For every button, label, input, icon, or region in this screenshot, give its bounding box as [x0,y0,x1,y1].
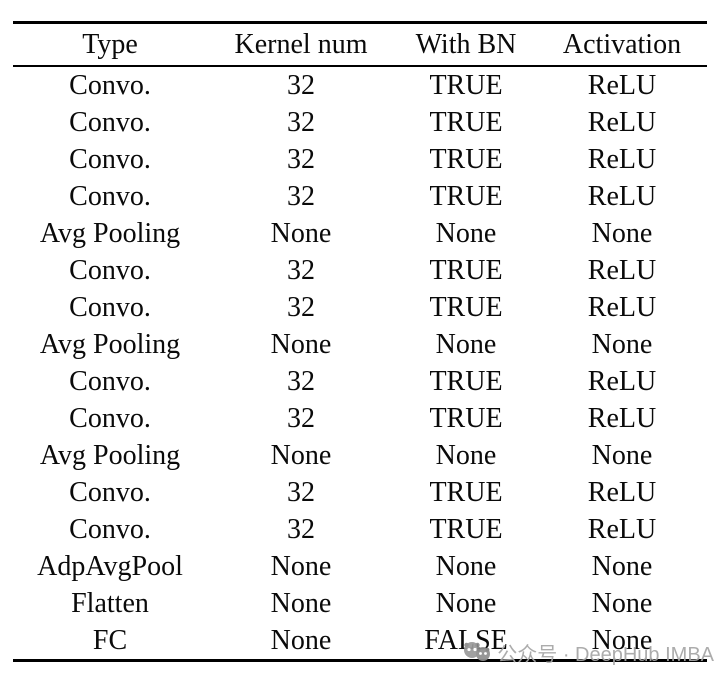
table-cell: 32 [287,477,315,508]
table-cell: Convo. [69,107,151,138]
table-row: Flatten None None None [13,585,707,622]
table-cell: 32 [287,514,315,545]
architecture-table: Type Kernel num With BN Activation Convo. 32… [13,21,707,662]
table-cell: Convo. [69,403,151,434]
table-cell: ReLU [587,514,657,545]
table-cell: ReLU [587,292,657,323]
table-row: Avg Pooling None None None [13,326,707,363]
table-cell: FALSE [424,625,508,656]
table-row: Convo. 32 TRUE ReLU [13,363,707,400]
table-cell: Avg Pooling [39,440,181,471]
column-header: With BN [395,22,537,67]
table-body: Convo. 32 TRUE ReLU Convo. 32 TRUE ReLU Convo. 32… [13,66,707,661]
table-cell: Avg Pooling [39,329,181,360]
table-row: Convo. 32 TRUE ReLU [13,400,707,437]
table-cell: None [270,551,332,582]
table-cell: Avg Pooling [39,218,181,249]
table-row: Convo. 32 TRUE ReLU [13,474,707,511]
table-cell: ReLU [587,144,657,175]
table-cell: None [270,329,332,360]
table-cell: 32 [287,366,315,397]
table-cell: None [435,440,497,471]
table-cell: AdpAvgPool [37,551,183,582]
table-row: Convo. 32 TRUE ReLU [13,511,707,548]
column-header: Activation [537,22,707,67]
table-cell: Convo. [69,292,151,323]
table-cell: TRUE [429,514,503,545]
column-header: Kernel num [207,22,395,67]
table-cell: None [270,218,332,249]
table-cell: 32 [287,70,315,101]
column-header: Type [13,22,207,67]
table-cell: None [435,329,497,360]
table-cell: TRUE [429,403,503,434]
table-cell: ReLU [587,255,657,286]
table-cell: Convo. [69,477,151,508]
table-row: FC None FALSE None [13,622,707,661]
table-cell: None [270,440,332,471]
table-cell: Flatten [71,588,149,619]
table-row: Convo. 32 TRUE ReLU [13,141,707,178]
table-cell: TRUE [429,366,503,397]
table-cell: ReLU [587,181,657,212]
table-cell: Convo. [69,144,151,175]
table-cell: TRUE [429,292,503,323]
table-row: Convo. 32 TRUE ReLU [13,252,707,289]
table-cell: None [270,625,332,656]
table-cell: None [270,588,332,619]
table-cell: ReLU [587,477,657,508]
table-cell: None [591,329,653,360]
table-cell: 32 [287,292,315,323]
table-cell: None [591,218,653,249]
table-cell: ReLU [587,403,657,434]
table-cell: TRUE [429,477,503,508]
table-cell: Convo. [69,70,151,101]
table-cell: 32 [287,144,315,175]
table-cell: None [435,551,497,582]
table-cell: None [591,588,653,619]
table-cell: Convo. [69,366,151,397]
table-cell: None [591,551,653,582]
table-row: Convo. 32 TRUE ReLU [13,178,707,215]
table-row: AdpAvgPool None None None [13,548,707,585]
table-cell: None [591,440,653,471]
table-cell: FC [92,625,128,656]
table-row: Avg Pooling None None None [13,215,707,252]
table-row: Avg Pooling None None None [13,437,707,474]
table-cell: TRUE [429,181,503,212]
table-header: Type Kernel num With BN Activation [13,22,707,67]
table-cell: 32 [287,255,315,286]
table-cell: Convo. [69,255,151,286]
table-cell: None [435,588,497,619]
table-cell: ReLU [587,107,657,138]
table-row: Convo. 32 TRUE ReLU [13,104,707,141]
table-cell: ReLU [587,366,657,397]
table-row: Convo. 32 TRUE ReLU [13,289,707,326]
header-row: Type Kernel num With BN Activation [13,22,707,67]
table-cell: TRUE [429,107,503,138]
table-cell: 32 [287,403,315,434]
table-cell: TRUE [429,70,503,101]
table-row: Convo. 32 TRUE ReLU [13,66,707,104]
table-cell: TRUE [429,144,503,175]
table-cell: None [435,218,497,249]
table-cell: ReLU [587,70,657,101]
table-cell: Convo. [69,514,151,545]
table-cell: Convo. [69,181,151,212]
table-cell: 32 [287,181,315,212]
table-cell: 32 [287,107,315,138]
table-cell: None [591,625,653,656]
table-cell: TRUE [429,255,503,286]
